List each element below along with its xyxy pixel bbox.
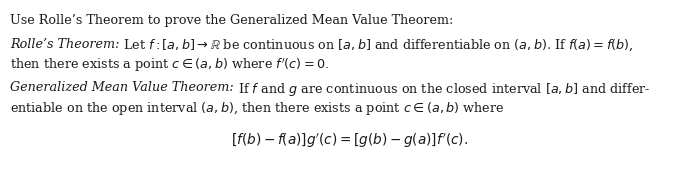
Text: entiable on the open interval $(a,b)$, then there exists a point $c\in(a,b)$ whe: entiable on the open interval $(a,b)$, t… — [10, 100, 504, 117]
Text: $[f(b)-f(a)]g'(c)=[g(b)-g(a)]f'(c).$: $[f(b)-f(a)]g'(c)=[g(b)-g(a)]f'(c).$ — [232, 132, 468, 150]
Text: If $f$ and $g$ are continuous on the closed interval $[a,b]$ and differ-: If $f$ and $g$ are continuous on the clo… — [234, 81, 650, 98]
Text: Rolle’s Theorem:: Rolle’s Theorem: — [10, 38, 120, 51]
Text: Generalized Mean Value Theorem:: Generalized Mean Value Theorem: — [10, 81, 234, 94]
Text: then there exists a point $c\in(a,b)$ where $f'(c)=0.$: then there exists a point $c\in(a,b)$ wh… — [10, 57, 330, 75]
Text: Let $f:[a,b]\rightarrow \mathbb{R}$ be continuous on $[a,b]$ and differentiable : Let $f:[a,b]\rightarrow \mathbb{R}$ be c… — [120, 38, 634, 53]
Text: Use Rolle’s Theorem to prove the Generalized Mean Value Theorem:: Use Rolle’s Theorem to prove the General… — [10, 14, 454, 27]
